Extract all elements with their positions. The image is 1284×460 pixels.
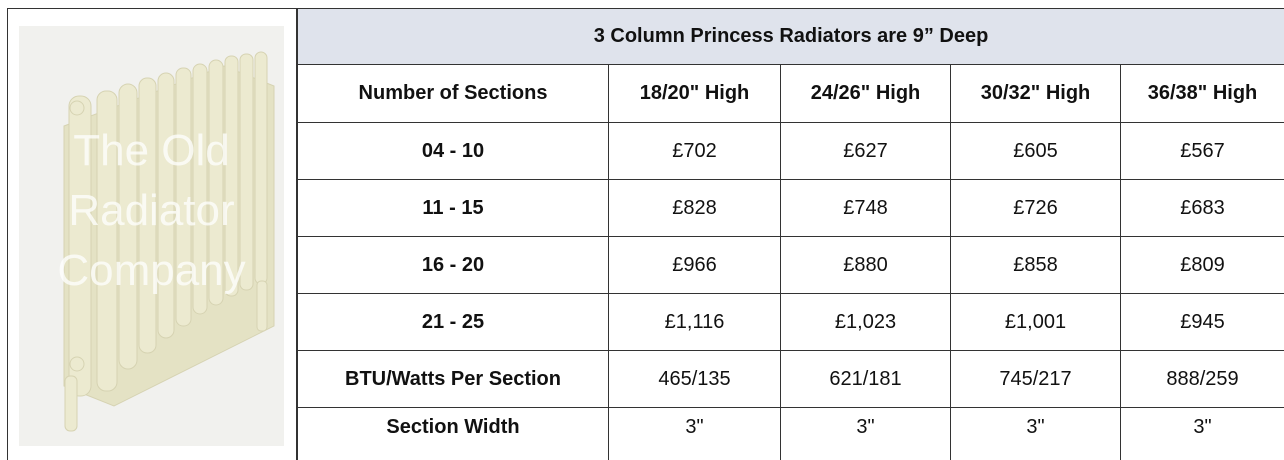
- table-cell: 888/259: [1121, 351, 1284, 408]
- row-label: 11 - 15: [298, 180, 609, 237]
- column-header: 24/26" High: [781, 65, 951, 123]
- table-cell: £726: [951, 180, 1121, 237]
- watermark-line: Company: [19, 241, 284, 301]
- table-row: 16 - 20£966£880£858£809: [298, 237, 1284, 294]
- table-title: 3 Column Princess Radiators are 9” Deep: [298, 9, 1284, 65]
- table-cell: £945: [1121, 294, 1284, 351]
- watermark-line: Radiator: [19, 181, 284, 241]
- table-cell: £880: [781, 237, 951, 294]
- table-cell: £567: [1121, 123, 1284, 180]
- column-header: Number of Sections: [298, 65, 609, 123]
- row-label: BTU/Watts Per Section: [298, 351, 609, 408]
- table-cell: £1,116: [609, 294, 781, 351]
- table-row: 04 - 10£702£627£605£567: [298, 123, 1284, 180]
- table-cell: £1,023: [781, 294, 951, 351]
- table-cell: £683: [1121, 180, 1284, 237]
- table-cell: £966: [609, 237, 781, 294]
- table-cell: £1,001: [951, 294, 1121, 351]
- row-label: 16 - 20: [298, 237, 609, 294]
- table-cell: 3": [951, 408, 1121, 460]
- table-cell: 3": [781, 408, 951, 460]
- table-cell: £809: [1121, 237, 1284, 294]
- table-cell: 3": [609, 408, 781, 460]
- table-cell: 621/181: [781, 351, 951, 408]
- price-table: 3 Column Princess Radiators are 9” Deep …: [297, 8, 1284, 460]
- title-row: 3 Column Princess Radiators are 9” Deep: [298, 9, 1284, 65]
- table-cell: 745/217: [951, 351, 1121, 408]
- row-label: 04 - 10: [298, 123, 609, 180]
- column-header: 18/20" High: [609, 65, 781, 123]
- table-cell: 3": [1121, 408, 1284, 460]
- table-cell: 465/135: [609, 351, 781, 408]
- watermark-line: The Old: [19, 121, 284, 181]
- table-body: 3 Column Princess Radiators are 9” Deep …: [298, 9, 1284, 460]
- table-cell: £748: [781, 180, 951, 237]
- row-label: Section Width: [298, 408, 609, 460]
- table-cell: £828: [609, 180, 781, 237]
- table-row: 21 - 25£1,116£1,023£1,001£945: [298, 294, 1284, 351]
- column-header: 30/32" High: [951, 65, 1121, 123]
- table-cell: £702: [609, 123, 781, 180]
- row-label: 21 - 25: [298, 294, 609, 351]
- table-cell: £605: [951, 123, 1121, 180]
- table-row: 11 - 15£828£748£726£683: [298, 180, 1284, 237]
- table-cell: £627: [781, 123, 951, 180]
- column-header: 36/38" High: [1121, 65, 1284, 123]
- table-cell: £858: [951, 237, 1121, 294]
- page: The OldRadiatorCompany 3 Column Princess…: [0, 0, 1284, 460]
